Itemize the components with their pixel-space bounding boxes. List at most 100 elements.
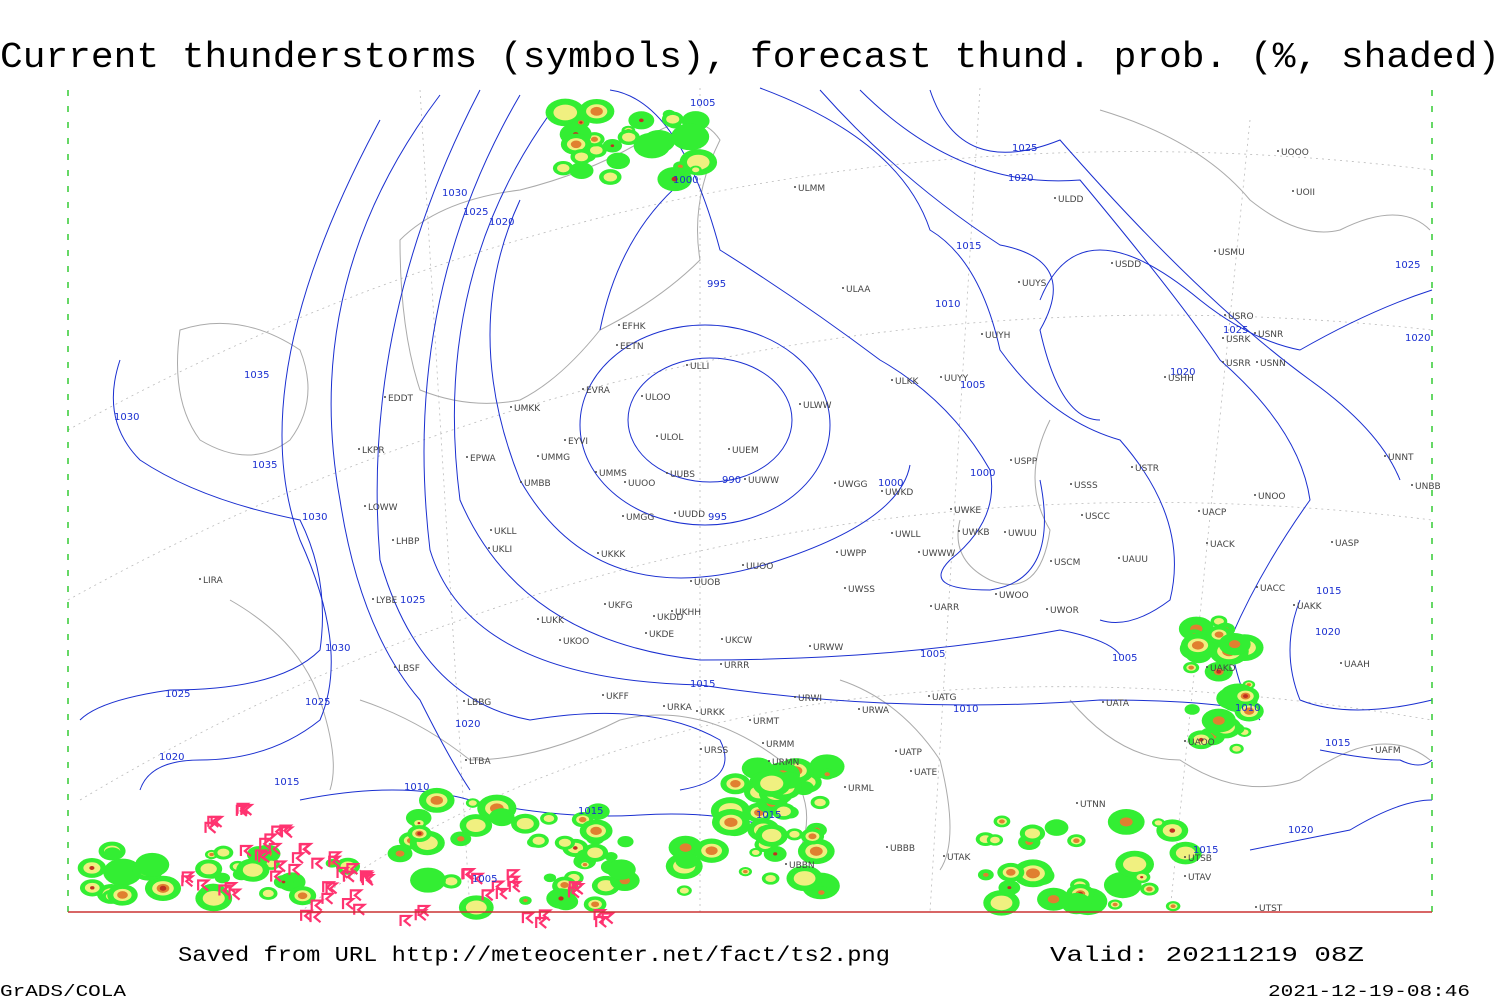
prob-area xyxy=(532,836,545,845)
isobar xyxy=(609,89,1045,591)
prob-area xyxy=(558,838,571,847)
isobar xyxy=(453,99,1121,661)
station-dot xyxy=(510,406,512,408)
prob-area xyxy=(457,836,465,842)
isobar xyxy=(627,357,793,483)
coastline xyxy=(399,121,721,404)
station-label: URWI xyxy=(798,694,822,704)
isobar-label: 1030 xyxy=(114,412,139,423)
prob-area xyxy=(1246,683,1252,687)
storm-symbol xyxy=(228,888,243,901)
prob-area xyxy=(1191,641,1204,650)
isobar-label: 1020 xyxy=(1315,627,1340,638)
prob-area xyxy=(1198,737,1204,742)
storm-symbol xyxy=(279,824,294,837)
coastlines xyxy=(177,109,1431,871)
station-label: UUYH xyxy=(985,331,1010,341)
station-label: LKPR xyxy=(362,446,385,456)
station-label: USDD xyxy=(1115,260,1141,270)
station-label: USHH xyxy=(1168,374,1194,384)
station-dot xyxy=(1206,666,1208,668)
station-label: UOOO xyxy=(1281,148,1309,158)
station-label: URRR xyxy=(724,661,749,671)
station-label: ULAA xyxy=(846,285,871,295)
isobar xyxy=(1249,799,1433,851)
station-label: EETN xyxy=(620,342,644,352)
storm-symbol xyxy=(311,857,326,870)
station-label: UMMG xyxy=(541,453,570,463)
prob-area xyxy=(1047,895,1060,904)
storm-symbol xyxy=(399,914,414,927)
storm-symbol xyxy=(298,843,313,856)
prob-area xyxy=(262,889,274,898)
station-label: UUOO xyxy=(746,562,773,572)
station-label: USTR xyxy=(1135,464,1159,474)
prob-area xyxy=(430,795,443,805)
station-label: UAAH xyxy=(1344,660,1370,670)
station-label: UOII xyxy=(1296,188,1315,198)
station-label: UWSS xyxy=(848,585,875,595)
isobar-label: 1025 xyxy=(463,207,488,218)
prob-area xyxy=(578,816,587,823)
isobar-label: 1035 xyxy=(252,460,277,471)
prob-area xyxy=(773,852,778,856)
coastline xyxy=(1099,109,1431,233)
station-dot xyxy=(891,532,893,534)
storm-symbol xyxy=(273,860,289,873)
storm-symbol xyxy=(495,887,510,900)
storm-symbol xyxy=(336,866,351,879)
station-label: UWOR xyxy=(1050,606,1079,616)
isobar-label: 1020 xyxy=(455,719,480,730)
station-dot xyxy=(1070,483,1072,485)
station-dot xyxy=(1198,510,1200,512)
station-label: USNR xyxy=(1258,330,1283,340)
station-label: ULOL xyxy=(660,433,683,443)
prob-area xyxy=(730,780,741,788)
station-dot xyxy=(1340,662,1342,664)
prob-area xyxy=(692,167,700,173)
prob-area xyxy=(606,859,636,880)
station-label: UKHH xyxy=(675,608,701,618)
isobar xyxy=(423,94,1251,711)
station-label: UNOO xyxy=(1258,492,1286,502)
station-label: UAFM xyxy=(1375,746,1401,756)
prob-area xyxy=(445,877,458,886)
storm-symbol xyxy=(310,899,325,912)
prob-area xyxy=(814,798,826,807)
station-label: USCM xyxy=(1054,558,1080,568)
prob-area xyxy=(705,846,718,856)
isobar-label: 1015 xyxy=(1193,845,1218,856)
graticule xyxy=(67,87,1433,913)
isobar-label: 1015 xyxy=(1325,738,1350,749)
station-dot xyxy=(768,760,770,762)
prob-area xyxy=(761,828,782,842)
prob-area xyxy=(574,152,589,162)
storm-symbol xyxy=(328,851,343,864)
station-dot xyxy=(463,700,465,702)
station-label: UUOO xyxy=(628,479,655,489)
isobar-label: 1000 xyxy=(970,468,995,479)
station-label: UUWW xyxy=(748,476,779,486)
isobar-label: 1010 xyxy=(1235,703,1260,714)
map-title: Current thunderstorms (symbols), forecas… xyxy=(0,37,1500,78)
station-label: ULMM xyxy=(798,184,825,194)
prob-area xyxy=(89,866,95,870)
isobar xyxy=(376,89,726,791)
station-label: USRO xyxy=(1228,312,1254,322)
station-label: URWW xyxy=(813,643,843,653)
prob-area xyxy=(671,123,710,151)
isobar-label: 1020 xyxy=(489,217,514,228)
prob-area xyxy=(570,140,582,149)
prob-area xyxy=(586,803,610,820)
station-label: LHBP xyxy=(396,537,420,547)
station-dot xyxy=(622,515,624,517)
isobar-label: 1015 xyxy=(690,679,715,690)
station-dot xyxy=(394,666,396,668)
prob-area xyxy=(1175,846,1196,860)
station-label: UMMS xyxy=(599,469,627,479)
station-label: LBBG xyxy=(467,698,491,708)
station-label: LIRA xyxy=(203,576,224,586)
station-label: LUKK xyxy=(541,616,565,626)
isobar-label: 1005 xyxy=(920,649,945,660)
